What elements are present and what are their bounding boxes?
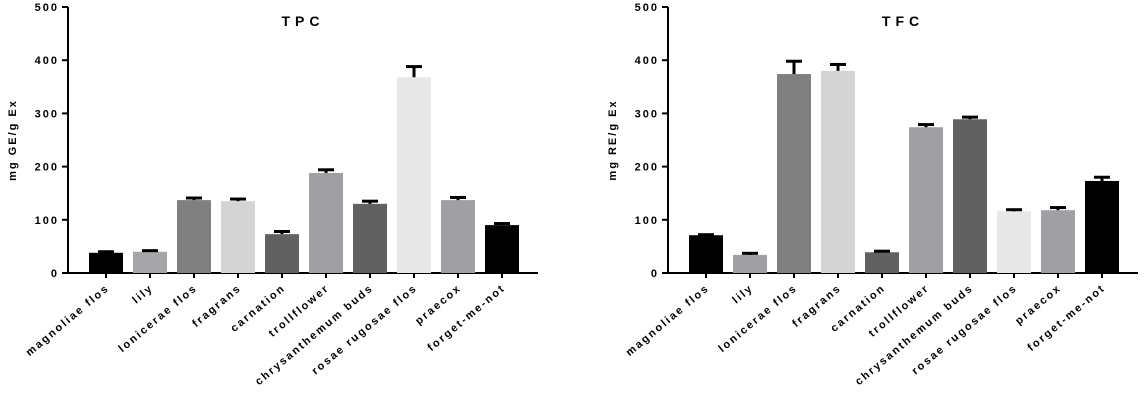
y-axis-label: mg RE/g Ex (607, 99, 619, 180)
x-tick-label: forget-me-not (1026, 282, 1108, 354)
bar (997, 211, 1031, 273)
y-tick-label: 300 (635, 108, 659, 120)
x-tick-label: lonicerae flos (116, 282, 199, 355)
y-tick-label: 200 (35, 162, 59, 174)
error-bar (98, 250, 114, 254)
y-tick-label: 0 (651, 268, 659, 280)
y-tick-label: 0 (51, 268, 59, 280)
bar (485, 225, 519, 273)
bar (133, 251, 167, 273)
bar (1041, 210, 1075, 273)
y-tick-label: 100 (635, 215, 659, 227)
error-bar (830, 62, 846, 71)
error-bar (962, 115, 978, 120)
error-bar (874, 249, 890, 253)
y-tick-label: 500 (635, 2, 659, 14)
error-bar (362, 199, 378, 204)
y-tick-label: 400 (35, 55, 59, 67)
bar (309, 172, 343, 273)
bar (821, 70, 855, 273)
chart-title: TPC (282, 13, 325, 29)
y-tick-label: 500 (35, 2, 59, 14)
bar (397, 77, 431, 273)
error-bar (450, 195, 466, 201)
bar (777, 74, 811, 273)
error-bar (274, 230, 290, 235)
x-tick-label: magnoliae flos (624, 282, 712, 359)
chart-title: TFC (882, 13, 924, 29)
y-axis-label: mg GE/g Ex (7, 99, 19, 181)
x-tick-label: lonicerae flos (716, 282, 799, 355)
bar (689, 235, 723, 273)
error-bar (918, 123, 934, 128)
chart: TFC mg RE/g Ex 0 100 200 300 400 500 magnoliae f… (607, 2, 1138, 388)
bar (733, 254, 767, 273)
x-tick-label: lily (130, 282, 156, 306)
error-bar (786, 59, 802, 75)
bar (1085, 180, 1119, 273)
bar (221, 201, 255, 273)
error-bar (1006, 208, 1022, 212)
x-tick-label: lily (730, 282, 756, 306)
error-bar (1094, 175, 1110, 181)
chart: TPC mg GE/g Ex 0 100 200 300 400 500 magnoliae f… (7, 2, 538, 388)
error-bar (230, 197, 246, 202)
error-bar (142, 249, 158, 253)
error-bar (742, 251, 758, 255)
bar (353, 203, 387, 273)
bar (441, 200, 475, 273)
error-bar (186, 196, 202, 201)
y-tick-label: 200 (635, 162, 659, 174)
bar (865, 252, 899, 273)
error-bar (406, 65, 422, 78)
x-tick-label: forget-me-not (426, 282, 508, 354)
bar (953, 119, 987, 273)
y-tick-label: 300 (35, 108, 59, 120)
error-bar (494, 222, 510, 226)
bar (909, 127, 943, 274)
y-tick-label: 400 (635, 55, 659, 67)
bar (177, 200, 211, 273)
x-tick-label: magnoliae flos (24, 282, 112, 359)
bar (89, 252, 123, 273)
error-bar (318, 168, 334, 173)
error-bar (1050, 206, 1066, 211)
bar (265, 234, 299, 273)
y-tick-label: 100 (35, 215, 59, 227)
error-bar (698, 233, 714, 237)
